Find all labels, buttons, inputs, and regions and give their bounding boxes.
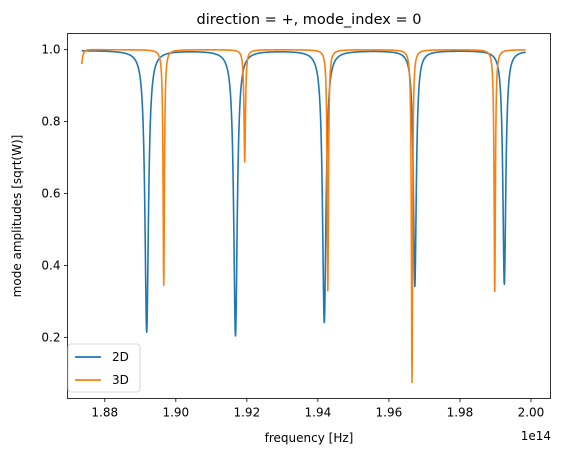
legend-label-3d: 3D <box>112 373 129 387</box>
legend-label-2d: 2D <box>112 350 129 364</box>
x-tick-label: 1.92 <box>233 406 260 420</box>
x-axis-label: frequency [Hz] <box>265 431 354 445</box>
plot-area <box>67 33 551 399</box>
plot-frame <box>67 33 551 399</box>
x-tick-label: 1.96 <box>376 406 403 420</box>
series-line-3d <box>80 48 527 384</box>
x-tick-label: 2.00 <box>518 406 545 420</box>
y-tick-label: 0.8 <box>41 115 60 129</box>
series-line-2d <box>81 49 527 337</box>
legend: 2D 3D <box>67 343 141 393</box>
y-tick-label: 0.6 <box>41 187 60 201</box>
x-tick-label: 1.88 <box>91 406 118 420</box>
y-tick-label: 1.0 <box>41 43 60 57</box>
x-tick-label: 1.90 <box>162 406 189 420</box>
x-tick-label: 1.98 <box>447 406 474 420</box>
y-axis-label: mode amplitudes [sqrt(W)] <box>10 135 24 298</box>
y-tick-label: 0.2 <box>41 330 60 344</box>
x-axis-offset-text: 1e14 <box>521 429 551 443</box>
x-tick-label: 1.94 <box>305 406 332 420</box>
y-tick-label: 0.4 <box>41 258 60 272</box>
ticks-layer: 1.88 1.90 1.92 1.94 1.96 1.98 2.00 0.2 0.4 0.6 0.8… <box>41 43 544 420</box>
legend-box <box>67 343 141 393</box>
chart-title: direction = +, mode_index = 0 <box>197 12 422 28</box>
series-layer <box>80 48 527 384</box>
